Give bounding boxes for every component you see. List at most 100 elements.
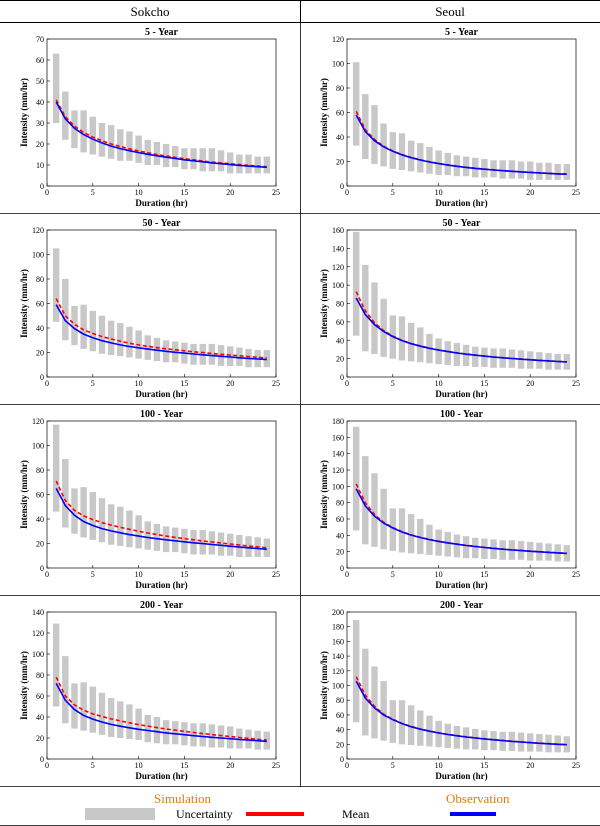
uncertainty-bar — [153, 141, 161, 165]
uncertainty-bar — [208, 724, 216, 748]
y-tick-label: 60 — [36, 491, 44, 500]
y-tick-label: 10 — [36, 161, 44, 170]
observation-line — [355, 680, 567, 746]
uncertainty-bar — [563, 736, 571, 753]
uncertainty-bar — [62, 279, 69, 341]
uncertainty-bar — [453, 725, 461, 749]
x-axis-label: Duration (hr) — [135, 580, 187, 590]
uncertainty-bar — [107, 125, 115, 159]
x-tick-label: 25 — [572, 379, 580, 388]
column-title-seoul: Seoul — [435, 4, 465, 19]
uncertainty-bar — [472, 728, 479, 750]
uncertainty-bar — [490, 539, 497, 560]
uncertainty-bar — [263, 350, 271, 368]
x-axis-label: Duration (hr) — [435, 389, 487, 399]
x-tick-label: 20 — [526, 761, 534, 770]
legend-mean-swatch — [246, 812, 304, 816]
x-tick-label: 25 — [572, 188, 580, 197]
legend-observation-heading: Observation — [446, 791, 510, 806]
uncertainty-bar — [199, 530, 206, 555]
uncertainty-bar — [362, 264, 369, 352]
chart-title: 5 - Year — [445, 27, 479, 38]
uncertainty-bar — [426, 146, 433, 174]
x-tick-label: 0 — [45, 188, 49, 197]
x-tick-label: 5 — [391, 188, 395, 197]
uncertainty-bar — [62, 91, 69, 140]
x-tick-label: 20 — [226, 188, 234, 197]
x-tick-label: 5 — [91, 570, 95, 579]
y-tick-label: 200 — [332, 608, 344, 617]
x-tick-label: 15 — [180, 570, 188, 579]
uncertainty-bar — [153, 717, 161, 744]
x-tick-label: 25 — [572, 570, 580, 579]
uncertainty-bar — [263, 156, 271, 174]
uncertainty-bar — [499, 540, 506, 560]
uncertainty-bar — [389, 508, 397, 551]
header-divider — [0, 22, 600, 23]
x-tick-label: 15 — [180, 379, 188, 388]
uncertainty-bar — [263, 538, 271, 557]
uncertainty-bar — [226, 152, 234, 174]
y-tick-label: 100 — [32, 442, 44, 451]
x-tick-label: 10 — [435, 188, 443, 197]
y-tick-label: 20 — [36, 140, 44, 149]
y-tick-label: 80 — [36, 671, 44, 680]
y-tick-label: 80 — [336, 696, 344, 705]
y-tick-label: 20 — [36, 734, 44, 743]
y-tick-label: 100 — [32, 650, 44, 659]
y-tick-label: 20 — [336, 548, 344, 557]
x-axis-label: Duration (hr) — [135, 771, 187, 781]
y-tick-label: 140 — [332, 450, 344, 459]
uncertainty-bar — [481, 538, 488, 560]
x-axis-label: Duration (hr) — [435, 771, 487, 781]
uncertainty-bar — [490, 731, 497, 751]
plot-frame — [46, 38, 277, 187]
uncertainty-bar — [380, 123, 387, 167]
mean-line — [355, 291, 567, 363]
chart-title: 100 - Year — [440, 409, 484, 420]
y-tick-label: 20 — [36, 540, 44, 549]
x-tick-label: 10 — [435, 379, 443, 388]
uncertainty-bar — [462, 344, 470, 366]
legend-observation-swatch — [450, 812, 496, 816]
y-tick-label: 160 — [332, 637, 344, 646]
uncertainty-bar — [490, 160, 497, 178]
y-tick-label: 120 — [332, 667, 344, 676]
x-tick-label: 0 — [345, 761, 349, 770]
x-tick-label: 10 — [435, 570, 443, 579]
x-tick-label: 10 — [135, 188, 143, 197]
uncertainty-bar — [444, 341, 451, 366]
uncertainty-bar — [545, 162, 552, 180]
uncertainty-bar — [181, 722, 188, 746]
y-tick-label: 100 — [332, 281, 344, 290]
uncertainty-bar — [352, 426, 360, 531]
uncertainty-bar — [107, 698, 115, 737]
uncertainty-bar — [98, 315, 106, 354]
mean-line — [355, 483, 567, 554]
x-tick-label: 15 — [480, 379, 488, 388]
uncertainty-bar — [417, 519, 424, 555]
uncertainty-bar — [52, 623, 60, 707]
uncertainty-bar — [352, 620, 360, 723]
chart-panel-seoul-200-year: 200 - Year 0 5 10 15 20 25 0 20 40 60 80 100 120 140 16… — [319, 600, 580, 781]
uncertainty-bar — [407, 705, 415, 746]
y-tick-label: 120 — [332, 35, 344, 44]
y-tick-label: 20 — [336, 158, 344, 167]
uncertainty-bar — [398, 133, 406, 171]
uncertainty-bar — [208, 343, 216, 365]
uncertainty-bar — [208, 148, 216, 172]
y-tick-label: 180 — [332, 417, 344, 426]
uncertainty-bar — [98, 692, 106, 735]
uncertainty-bar — [536, 162, 543, 180]
y-tick-label: 40 — [336, 726, 344, 735]
x-tick-label: 20 — [526, 570, 534, 579]
uncertainty-bar — [508, 160, 516, 179]
x-tick-label: 20 — [526, 379, 534, 388]
y-tick-label: 140 — [332, 244, 344, 253]
uncertainty-bar — [398, 700, 406, 745]
chart-title: 5 - Year — [145, 27, 179, 38]
chart-panel-sokcho-200-year: 200 - Year 0 5 10 15 20 25 0 20 40 60 80 100 120 140 Du… — [19, 600, 280, 781]
x-tick-label: 20 — [226, 570, 234, 579]
x-tick-label: 5 — [391, 570, 395, 579]
mean-line — [355, 676, 567, 746]
